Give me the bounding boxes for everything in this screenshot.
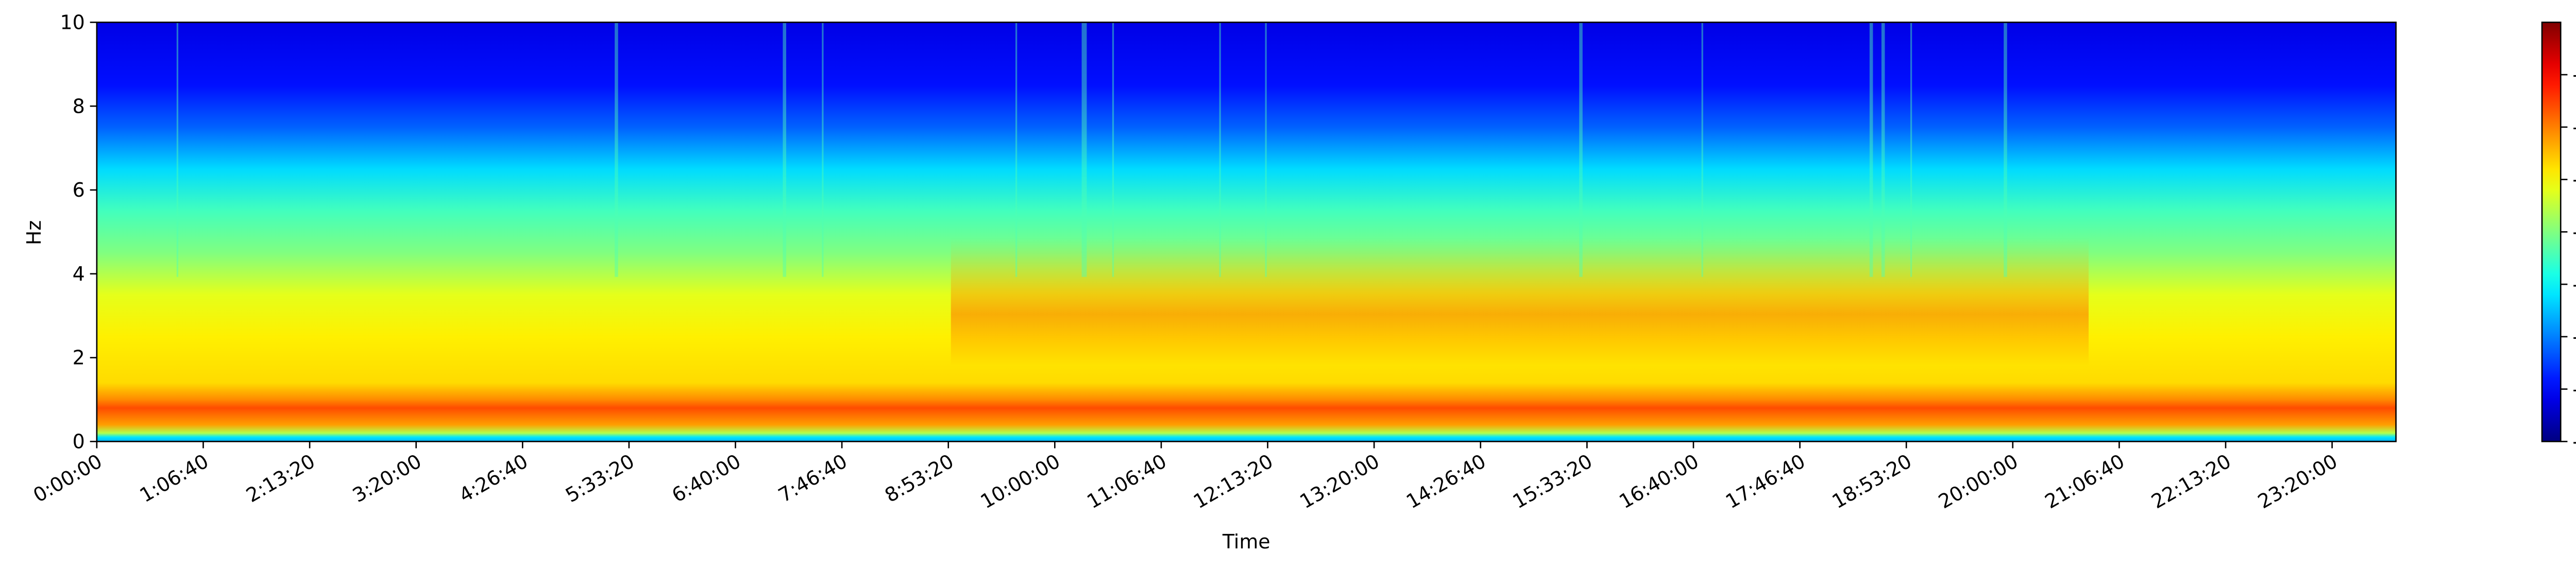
x-tick-label: 0:00:00 [29, 450, 106, 507]
x-tick-label: 16:40:00 [1615, 450, 1702, 513]
colorbar [2541, 21, 2562, 442]
colorbar-tick-label: -20 dB [2572, 116, 2576, 139]
x-tick-label: 4:26:40 [455, 450, 532, 507]
x-tick-label: 8:53:20 [881, 450, 958, 507]
spectrogram-streak [1881, 22, 1885, 277]
x-tick-label: 23:20:00 [2254, 450, 2341, 513]
y-tick-label: 0 [73, 430, 85, 453]
spectrogram-streak [1015, 22, 1018, 277]
y-tick-label: 8 [73, 95, 85, 117]
spectrogram-streak [2004, 22, 2007, 277]
colorbar-tick-label: -30 dB [2572, 168, 2576, 191]
x-tick-label: 2:13:20 [242, 450, 319, 507]
x-tick-label: 20:00:00 [1935, 450, 2022, 513]
x-tick-label: 18:53:20 [1828, 450, 1915, 513]
y-tick-label: 10 [60, 11, 85, 33]
spectrogram-streak [1910, 22, 1912, 277]
spectrogram-streak [1112, 22, 1114, 277]
spectrogram-streak [1265, 22, 1267, 277]
x-axis-label: Time [1222, 530, 1270, 553]
spectrogram-streak [1579, 22, 1583, 277]
spectrogram-streak [1701, 22, 1703, 277]
x-tick-label: 22:13:20 [2147, 450, 2234, 513]
x-tick-label: 3:20:00 [349, 450, 426, 507]
x-tick-label: 21:06:40 [2041, 450, 2128, 513]
spectrogram-activity [951, 237, 2089, 366]
spectrogram-streak [822, 22, 824, 277]
spectrogram-streak [176, 22, 179, 277]
colorbar-tick-label: -40 dB [2572, 221, 2576, 244]
x-tick-label: 13:20:00 [1296, 450, 1383, 513]
y-tick-label: 4 [73, 263, 85, 285]
spectrogram-streak [615, 22, 618, 277]
colorbar-tick-label: -60 dB [2572, 325, 2576, 348]
colorbar-tick-label: -10 dB [2572, 63, 2576, 86]
spectrogram-streak [1219, 22, 1221, 277]
x-tick-label: 1:06:40 [136, 450, 213, 507]
y-tick-label: 2 [73, 347, 85, 369]
colorbar-tick-label: -50 dB [2572, 273, 2576, 296]
x-tick-label: 5:33:20 [562, 450, 638, 507]
x-tick-label: 6:40:00 [668, 450, 745, 507]
spectrogram-streak [1869, 22, 1873, 277]
spectrogram-streak [1081, 22, 1087, 277]
colorbar-tick-label: -70 dB [2572, 378, 2576, 401]
colorbar-tick-label: -80 dB [2572, 430, 2576, 453]
x-tick-label: 17:46:40 [1722, 450, 1809, 513]
x-tick-label: 12:13:20 [1190, 450, 1277, 513]
plot-frame [96, 21, 2397, 442]
x-tick-label: 15:33:20 [1509, 450, 1596, 513]
x-tick-label: 11:06:40 [1083, 450, 1170, 513]
x-tick-label: 7:46:40 [774, 450, 851, 507]
spectrogram-streak [783, 22, 787, 277]
spectrogram-image [96, 22, 2396, 442]
x-tick-label: 10:00:00 [977, 450, 1064, 513]
y-axis-label: Hz [23, 220, 45, 245]
y-tick-label: 6 [73, 179, 85, 201]
x-tick-label: 14:26:40 [1402, 450, 1489, 513]
